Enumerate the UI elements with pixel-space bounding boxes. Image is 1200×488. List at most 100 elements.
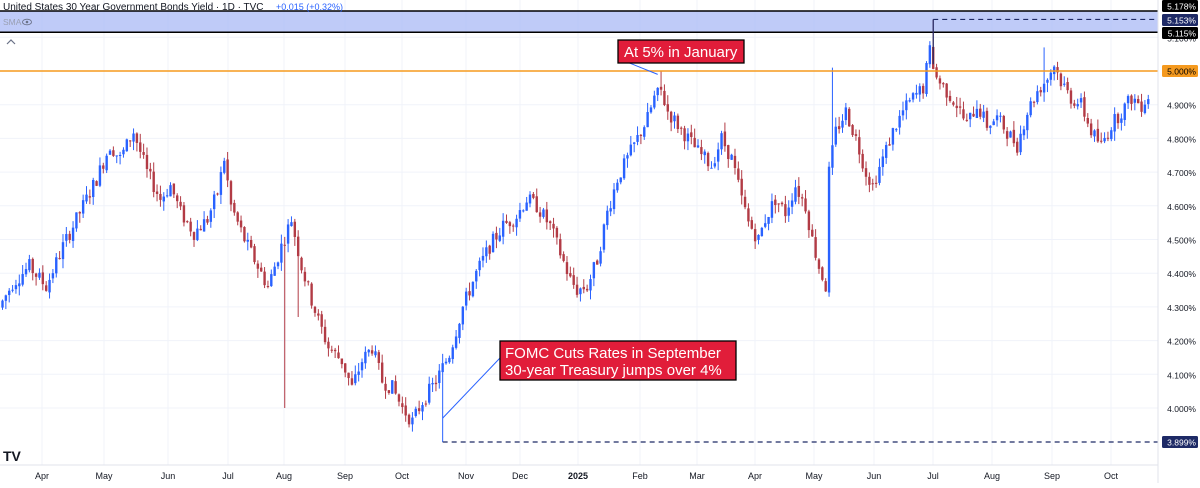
candle-down [370,345,374,356]
candle-body [1110,130,1113,140]
candle-body [559,239,562,256]
time-tick-label: Jun [867,471,882,481]
candle-up [928,41,932,68]
candle-body [485,247,488,257]
candle-body [1056,67,1059,73]
candle-up [48,273,51,299]
candle-up [1046,78,1049,93]
candle-down [706,151,710,172]
candle-body [659,86,663,90]
candle-down [152,162,155,198]
candle-down [1140,93,1143,117]
candle-body [1093,130,1096,137]
candle-up [622,154,626,180]
candle-body [616,182,619,191]
grid [0,0,1158,465]
candle-down [559,233,562,259]
candle-body [666,104,669,112]
candle-body [464,291,468,306]
candle-body [1,300,4,308]
candle-up [686,128,690,151]
candle-body [844,107,848,121]
candle-up [528,191,532,208]
candle-up [125,138,129,152]
candle-body [283,244,286,246]
candle-body [55,257,58,274]
eye-icon[interactable] [22,18,32,26]
candle-body [44,285,48,291]
candle-up [884,141,888,164]
candle-up [280,234,283,271]
time-tick-label: Sep [337,471,353,481]
candle-body [609,208,612,212]
candle-down [868,172,871,193]
candle-down [669,110,673,132]
candle-body [794,187,797,202]
candle-up [444,358,448,365]
candle-body [414,408,417,416]
candle-body [441,363,444,373]
candle-up [108,149,112,155]
candle-down [582,279,585,294]
candle-up [270,269,273,287]
candle-up [202,211,206,232]
candle-down [95,180,98,187]
candle-body [239,220,243,228]
candle-body [300,257,303,271]
candle-body [760,227,764,237]
chevron-up-icon[interactable] [6,39,16,45]
candle-body [528,194,532,204]
price-tick-label: 4.600% [1167,202,1196,212]
candle-down [871,178,874,191]
candle-body [663,90,666,105]
indicator-label: SMA [3,17,22,27]
candle-down [102,162,105,174]
candle-body [740,178,743,196]
candle-body [1133,98,1137,103]
candle-up [1036,85,1039,105]
candle-down [226,151,229,188]
candle-body [965,119,969,121]
candle-body [260,267,263,272]
candle-body [209,210,213,222]
candle-body [303,271,307,282]
candle-up [918,83,921,102]
candle-up [11,285,14,293]
candle-body [481,255,485,261]
candle-down [680,126,683,135]
candle-up [491,231,495,253]
candle-body [757,234,760,240]
candle-body [471,281,475,297]
candle-body [424,403,428,405]
candle-body [596,260,599,265]
candle-body [905,100,908,111]
candle-body [182,205,186,223]
candle-down [31,257,34,281]
candle-body [438,370,441,384]
candle-down [313,305,317,317]
candle-up [61,234,65,269]
candle-body [1116,113,1120,124]
candle-body [149,168,152,172]
candle-body [290,222,293,227]
candle-up [448,355,451,364]
candle-body [85,194,88,202]
candle-body [680,127,683,129]
candle-up [881,149,885,176]
candle-body [636,135,639,142]
time-tick-label: Oct [1104,471,1119,481]
candle-down [333,347,337,359]
candle-body [602,224,606,250]
candle-body [948,95,952,101]
candle-up [454,329,458,350]
annotation-box [499,340,737,381]
candle-body [888,144,891,146]
candle-up [787,200,790,222]
candle-up [834,117,837,147]
candle-down [1100,132,1103,144]
candle-body [323,326,327,343]
candle-up [515,214,518,236]
candle-up [4,294,8,310]
candle-body [95,181,98,186]
candle-up [1052,65,1056,81]
